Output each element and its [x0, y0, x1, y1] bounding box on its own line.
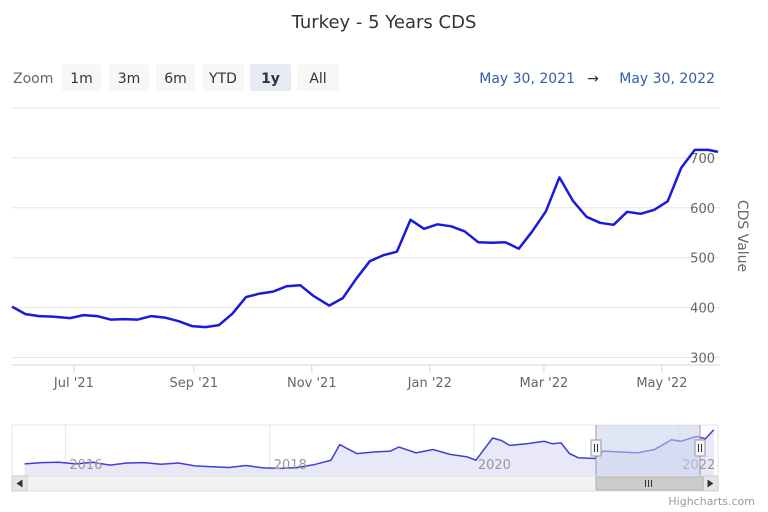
range-button-all[interactable]: All — [297, 64, 339, 91]
grid-lines — [12, 107, 720, 359]
series-points — [11, 149, 719, 328]
scroll-right-arrow-icon — [707, 479, 714, 488]
navigator-year-label: 2016 — [69, 458, 102, 473]
range-button-label: 3m — [118, 71, 141, 87]
navigator-right-handle[interactable] — [694, 439, 706, 457]
range-from-date[interactable]: May 30, 2021 — [479, 71, 575, 87]
range-button-1y[interactable]: 1y — [250, 64, 291, 91]
y-axis-ticks: 300 400 500 600 700 — [690, 152, 715, 367]
range-button-ytd[interactable]: YTD — [202, 64, 244, 91]
y-tick-label: 400 — [690, 302, 715, 317]
range-button-label: 1y — [261, 71, 280, 87]
y-axis-title: CDS Value — [734, 200, 750, 272]
range-button-label: YTD — [208, 71, 237, 87]
scrollbar-grip-icon — [645, 480, 652, 487]
zoom-label: Zoom — [13, 71, 53, 87]
x-tick-label: Nov '21 — [287, 376, 337, 391]
range-button-3m[interactable]: 3m — [109, 64, 149, 91]
x-tick-label: Jan '22 — [407, 376, 452, 391]
range-button-6m[interactable]: 6m — [156, 64, 195, 91]
navigator-left-handle[interactable] — [590, 439, 602, 457]
x-tick-label: May '22 — [636, 376, 687, 391]
navigator-selection-mask[interactable] — [596, 425, 700, 476]
range-button-label: All — [309, 71, 326, 87]
chart-title: Turkey - 5 Years CDS — [291, 12, 477, 33]
x-tick-label: Jul '21 — [53, 376, 94, 391]
range-button-1m[interactable]: 1m — [62, 64, 101, 91]
y-tick-label: 500 — [690, 252, 715, 267]
range-selector: Zoom 1m 3m 6m YTD 1y All May 30, 2021 → May 3… — [13, 64, 715, 91]
scrollbar[interactable] — [11, 475, 719, 492]
x-axis-ticks: Jul '21 Sep '21 Nov '21 Jan '22 Mar '22 May '… — [53, 365, 687, 391]
range-to-date[interactable]: May 30, 2022 — [619, 71, 715, 87]
series-line[interactable] — [11, 148, 719, 329]
plot-area: 300 400 500 600 700 Jul '21 Sep '21 Nov '21 Jan… — [11, 107, 750, 391]
range-selector-buttons: 1m 3m 6m YTD 1y All — [62, 64, 339, 91]
y-tick-label: 600 — [690, 202, 715, 217]
navigator-year-label: 2020 — [478, 458, 511, 473]
range-button-label: 6m — [164, 71, 187, 87]
y-tick-label: 700 — [690, 152, 715, 167]
scrollbar-thumb[interactable] — [595, 476, 704, 491]
y-tick-label: 300 — [690, 352, 715, 367]
x-tick-label: Mar '22 — [520, 376, 569, 391]
scroll-left-arrow-icon — [16, 479, 23, 488]
credits-link[interactable]: Highcharts.com — [668, 495, 755, 508]
range-button-label: 1m — [70, 71, 93, 87]
navigator[interactable]: 2016201820202022 — [11, 424, 719, 477]
navigator-year-label: 2018 — [274, 458, 307, 473]
range-arrow: → — [587, 71, 599, 87]
x-tick-label: Sep '21 — [169, 376, 218, 391]
